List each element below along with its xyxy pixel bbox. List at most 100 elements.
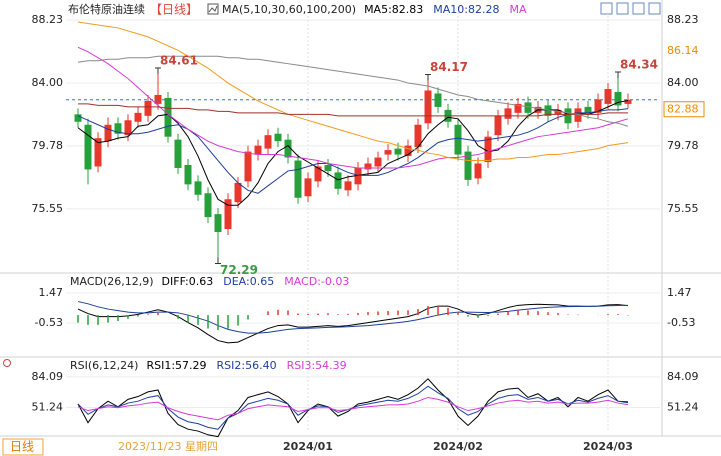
y-tick-label-right: 79.78 [667,139,699,152]
candle-body [194,181,202,195]
ma-icon[interactable] [207,3,219,15]
y-tick-label-left: -0.53 [35,316,63,329]
y-tick-label-right: 84.00 [667,76,699,89]
toolbar-button[interactable] [600,2,613,15]
y-tick-label-right: 1.47 [667,286,692,299]
y-tick-label-right: 75.55 [667,202,699,215]
candle-body [354,167,362,185]
legend-entry: MA5:82.83 [364,3,423,16]
candle-body [254,145,262,155]
macd-line [77,301,629,334]
legend-entry: DIFF:0.63 [162,275,214,288]
x-tick-label: 2024/02 [433,440,483,453]
candle-body [574,108,582,122]
candle-body [134,112,142,122]
candle-body [374,157,382,167]
candle-body [174,139,182,168]
candle-body [554,109,562,115]
extreme-label: 84.17 [430,60,468,74]
candle-body [484,136,492,163]
toolbar [600,2,661,15]
period-tab[interactable]: 日线 [10,440,34,454]
candle-body [144,100,152,116]
period-tab-box[interactable] [2,438,44,456]
candle-body [184,164,192,185]
legend-entry: DEA:0.65 [223,275,274,288]
y-tick-label-right: -0.53 [667,316,695,329]
ma-line [77,46,629,169]
ma-line [77,21,629,162]
rsi-line [77,385,629,430]
candle-body [504,108,512,119]
candle-body [204,193,212,218]
candle-body [244,151,252,182]
candle-body [164,97,172,137]
extreme-label: 84.34 [620,57,658,71]
legend-title: MACD(26,12,9) [70,275,154,288]
candle-body [584,106,592,113]
ma-line [77,55,629,127]
rsi-line [77,396,629,421]
ma-line [77,108,629,194]
ma-icon-line [208,5,218,13]
x-tick-label: 2024/01 [283,440,333,453]
candle-body [464,151,472,180]
candle-body [514,103,522,113]
candle-body [544,105,552,116]
candle-body [454,124,462,155]
candle-body [384,150,392,155]
price-marker: 86.14 [667,44,699,57]
candle-body [494,115,502,136]
ma-line [78,103,628,117]
y-tick-label-left: 88.23 [32,13,64,26]
cursor-date: 2023/11/23 星期四 [118,440,218,453]
extreme-label: 84.61 [160,53,198,67]
legend-entry: RSI2:56.40 [217,359,277,372]
candle-body [394,148,402,155]
y-tick-label-left: 75.55 [32,202,64,215]
candle-body [274,133,282,142]
candle-body [84,124,92,170]
period-label[interactable]: 【日线】 [150,3,198,17]
candle-body [404,145,412,157]
toolbar-button[interactable] [616,2,629,15]
toolbar-button[interactable] [632,2,645,15]
legend-entry: MACD:-0.03 [284,275,349,288]
legend-entry: MA10:82.28 [433,3,499,16]
candle-body [74,114,82,122]
candle-body [334,172,342,189]
candle-body [564,108,572,124]
settings-icon[interactable] [3,359,11,367]
candle-body [474,163,482,179]
toolbar-button[interactable] [648,2,661,15]
candle-body [114,123,122,134]
price-marker: 82.88 [667,103,699,116]
candle-body [624,99,632,104]
instrument-title: 布伦特原油连续 [68,2,145,16]
candle-body [524,102,532,113]
candle-body [284,139,292,158]
y-tick-label-left: 51.24 [32,401,64,414]
candle-body [304,178,312,197]
legend-entry: RSI1:57.29 [146,359,206,372]
candle-body [94,138,102,167]
candle-body [104,124,112,142]
candle-body [424,90,432,124]
y-tick-label-right: 88.23 [667,13,699,26]
legend-title: RSI(6,12,24) [70,359,138,372]
candle-body [214,214,222,233]
x-tick-label: 2024/03 [583,440,633,453]
legend-title: MA(5,10,30,60,100,200) [222,3,356,16]
candle-body [314,166,322,182]
candle-body [294,160,302,198]
candle-body [124,120,132,136]
candle-body [364,163,372,170]
legend-entry: MA [510,3,527,16]
candle-body [344,181,352,191]
candle-body [234,182,242,203]
candle-body [594,99,602,113]
candle-body [614,91,622,106]
